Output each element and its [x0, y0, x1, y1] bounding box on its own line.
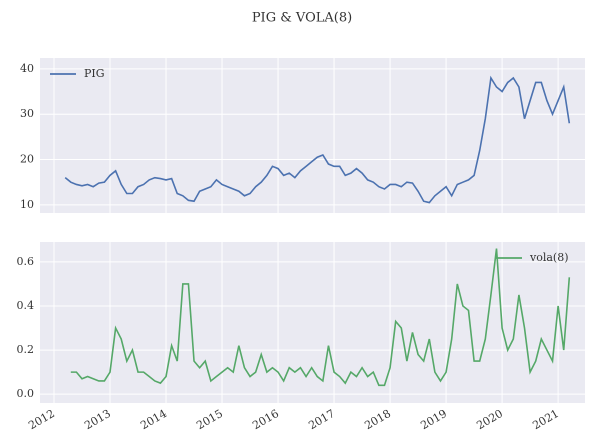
line [64, 75, 571, 204]
y-tick-label: 0.4 [17, 299, 35, 312]
line [70, 248, 571, 387]
plot-area [40, 58, 585, 213]
x-tick-label: 2013 [82, 407, 113, 432]
y-tick-label: 0.6 [17, 255, 35, 268]
x-tick-label: 2016 [250, 407, 281, 432]
x-tick-label: 2015 [194, 407, 225, 432]
x-tick-label: 2012 [26, 407, 57, 432]
x-tick-label: 2019 [418, 407, 449, 432]
legend-label: vola(8) [529, 251, 569, 264]
x-tick-label: 2020 [474, 407, 505, 432]
x-tick-label: 2017 [306, 407, 337, 432]
y-tick-label: 40 [20, 62, 34, 75]
y-tick-label: 20 [20, 153, 34, 166]
y-tick-label: 10 [20, 198, 34, 211]
figure-title: PIG & VOLA(8) [252, 11, 352, 26]
plot-area [40, 242, 585, 403]
x-tick-label: 2021 [530, 407, 561, 432]
x-tick-label: 2018 [362, 407, 393, 432]
y-tick-label: 30 [20, 107, 34, 120]
x-tick-label: 2014 [138, 407, 169, 432]
legend-label: PIG [84, 67, 105, 80]
y-tick-label: 0.0 [17, 387, 35, 400]
y-tick-label: 0.2 [17, 343, 35, 356]
